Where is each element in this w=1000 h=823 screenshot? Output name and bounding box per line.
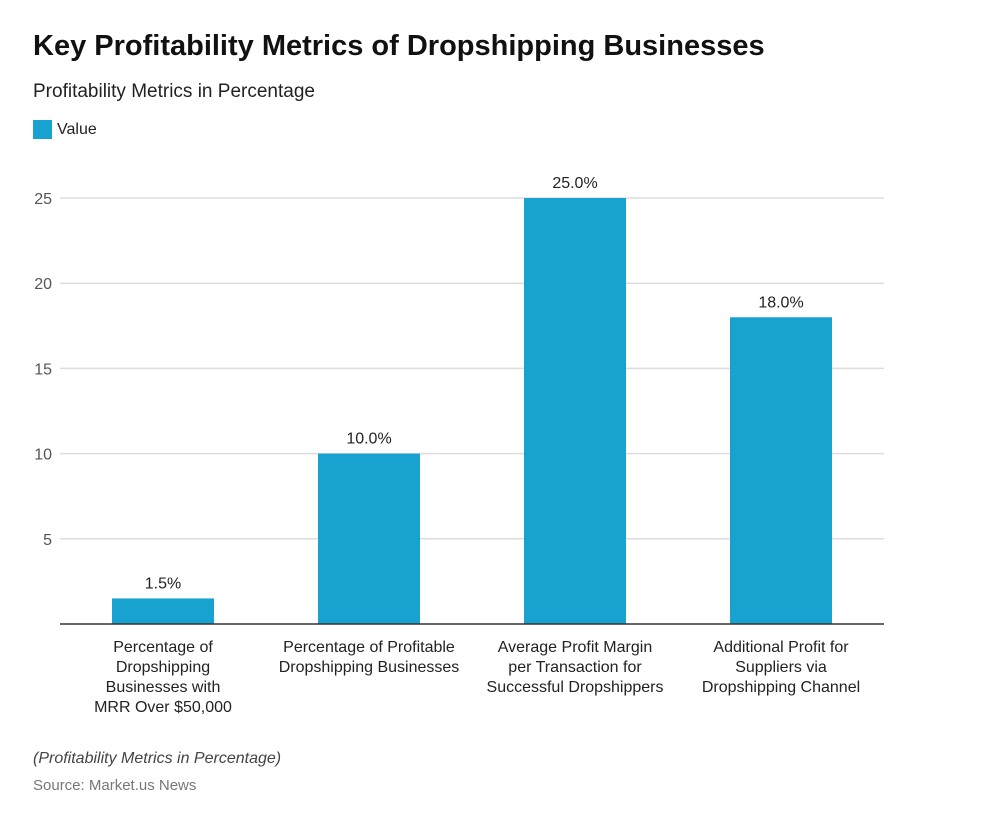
data-label: 1.5% xyxy=(145,575,181,592)
legend-label: Value xyxy=(57,120,97,138)
x-tick-label: Percentage of Profitable Dropshipping Bu… xyxy=(278,639,460,676)
footnote: (Profitability Metrics in Percentage) xyxy=(33,750,282,767)
legend: Value xyxy=(33,120,97,139)
x-tick-label: Percentage of Dropshipping Businesses wi… xyxy=(94,639,232,716)
chart-title: Key Profitability Metrics of Dropshippin… xyxy=(33,30,765,62)
x-tick-label: Average Profit Margin per Transaction fo… xyxy=(486,639,664,696)
data-label: 18.0% xyxy=(758,294,803,311)
source: Source: Market.us News xyxy=(33,777,197,794)
y-tick-label: 10 xyxy=(34,447,52,464)
bar xyxy=(318,453,420,624)
y-tick-label: 25 xyxy=(34,191,52,208)
x-tick-label: Additional Profit for Suppliers via Drop… xyxy=(701,639,861,696)
y-tick-label: 15 xyxy=(34,361,52,378)
bar xyxy=(524,198,626,624)
data-label: 10.0% xyxy=(346,431,391,448)
bar xyxy=(730,317,832,624)
data-label: 25.0% xyxy=(552,175,597,192)
bar xyxy=(112,598,214,624)
chart-subtitle: Profitability Metrics in Percentage xyxy=(33,81,315,102)
y-tick-label: 20 xyxy=(34,276,52,293)
legend-swatch xyxy=(33,120,52,139)
y-tick-label: 5 xyxy=(43,532,52,549)
